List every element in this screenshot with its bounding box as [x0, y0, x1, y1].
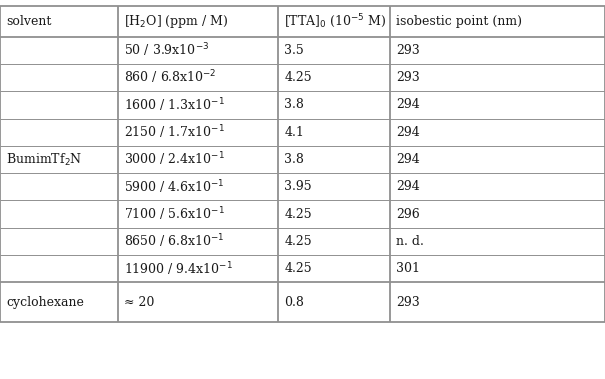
- Text: ≈ 20: ≈ 20: [124, 296, 154, 309]
- Text: cyclohexane: cyclohexane: [6, 296, 84, 309]
- Text: 3.8: 3.8: [284, 153, 304, 166]
- Text: 3.95: 3.95: [284, 180, 312, 193]
- Text: n. d.: n. d.: [396, 235, 424, 248]
- Text: 294: 294: [396, 180, 420, 193]
- Text: 3.8: 3.8: [284, 99, 304, 111]
- Text: 4.25: 4.25: [284, 235, 312, 248]
- Text: [H$_2$O] (ppm / M): [H$_2$O] (ppm / M): [124, 13, 229, 30]
- Text: 293: 293: [396, 44, 420, 57]
- Text: 0.8: 0.8: [284, 296, 304, 309]
- Text: 11900 / 9.4x10$^{-1}$: 11900 / 9.4x10$^{-1}$: [124, 260, 233, 277]
- Text: 7100 / 5.6x10$^{-1}$: 7100 / 5.6x10$^{-1}$: [124, 205, 225, 223]
- Text: 301: 301: [396, 262, 420, 275]
- Text: BumimTf$_2$N: BumimTf$_2$N: [6, 152, 82, 168]
- Text: 293: 293: [396, 71, 420, 84]
- Text: 860 / 6.8x10$^{-2}$: 860 / 6.8x10$^{-2}$: [124, 69, 217, 86]
- Text: 4.25: 4.25: [284, 71, 312, 84]
- Text: 1600 / 1.3x10$^{-1}$: 1600 / 1.3x10$^{-1}$: [124, 96, 225, 114]
- Text: solvent: solvent: [6, 15, 51, 28]
- Text: 4.25: 4.25: [284, 262, 312, 275]
- Text: 2150 / 1.7x10$^{-1}$: 2150 / 1.7x10$^{-1}$: [124, 124, 225, 141]
- Text: 294: 294: [396, 99, 420, 111]
- Text: 50 / 3.9x10$^{-3}$: 50 / 3.9x10$^{-3}$: [124, 42, 209, 59]
- Text: isobestic point (nm): isobestic point (nm): [396, 15, 522, 28]
- Text: 296: 296: [396, 208, 420, 221]
- Text: 5900 / 4.6x10$^{-1}$: 5900 / 4.6x10$^{-1}$: [124, 178, 224, 196]
- Text: 8650 / 6.8x10$^{-1}$: 8650 / 6.8x10$^{-1}$: [124, 233, 224, 250]
- Text: 294: 294: [396, 126, 420, 139]
- Text: 294: 294: [396, 153, 420, 166]
- Text: 4.1: 4.1: [284, 126, 304, 139]
- Text: 3000 / 2.4x10$^{-1}$: 3000 / 2.4x10$^{-1}$: [124, 151, 225, 168]
- Text: 4.25: 4.25: [284, 208, 312, 221]
- Text: 293: 293: [396, 296, 420, 309]
- Text: [TTA]$_0$ (10$^{-5}$ M): [TTA]$_0$ (10$^{-5}$ M): [284, 13, 387, 30]
- Text: 3.5: 3.5: [284, 44, 304, 57]
